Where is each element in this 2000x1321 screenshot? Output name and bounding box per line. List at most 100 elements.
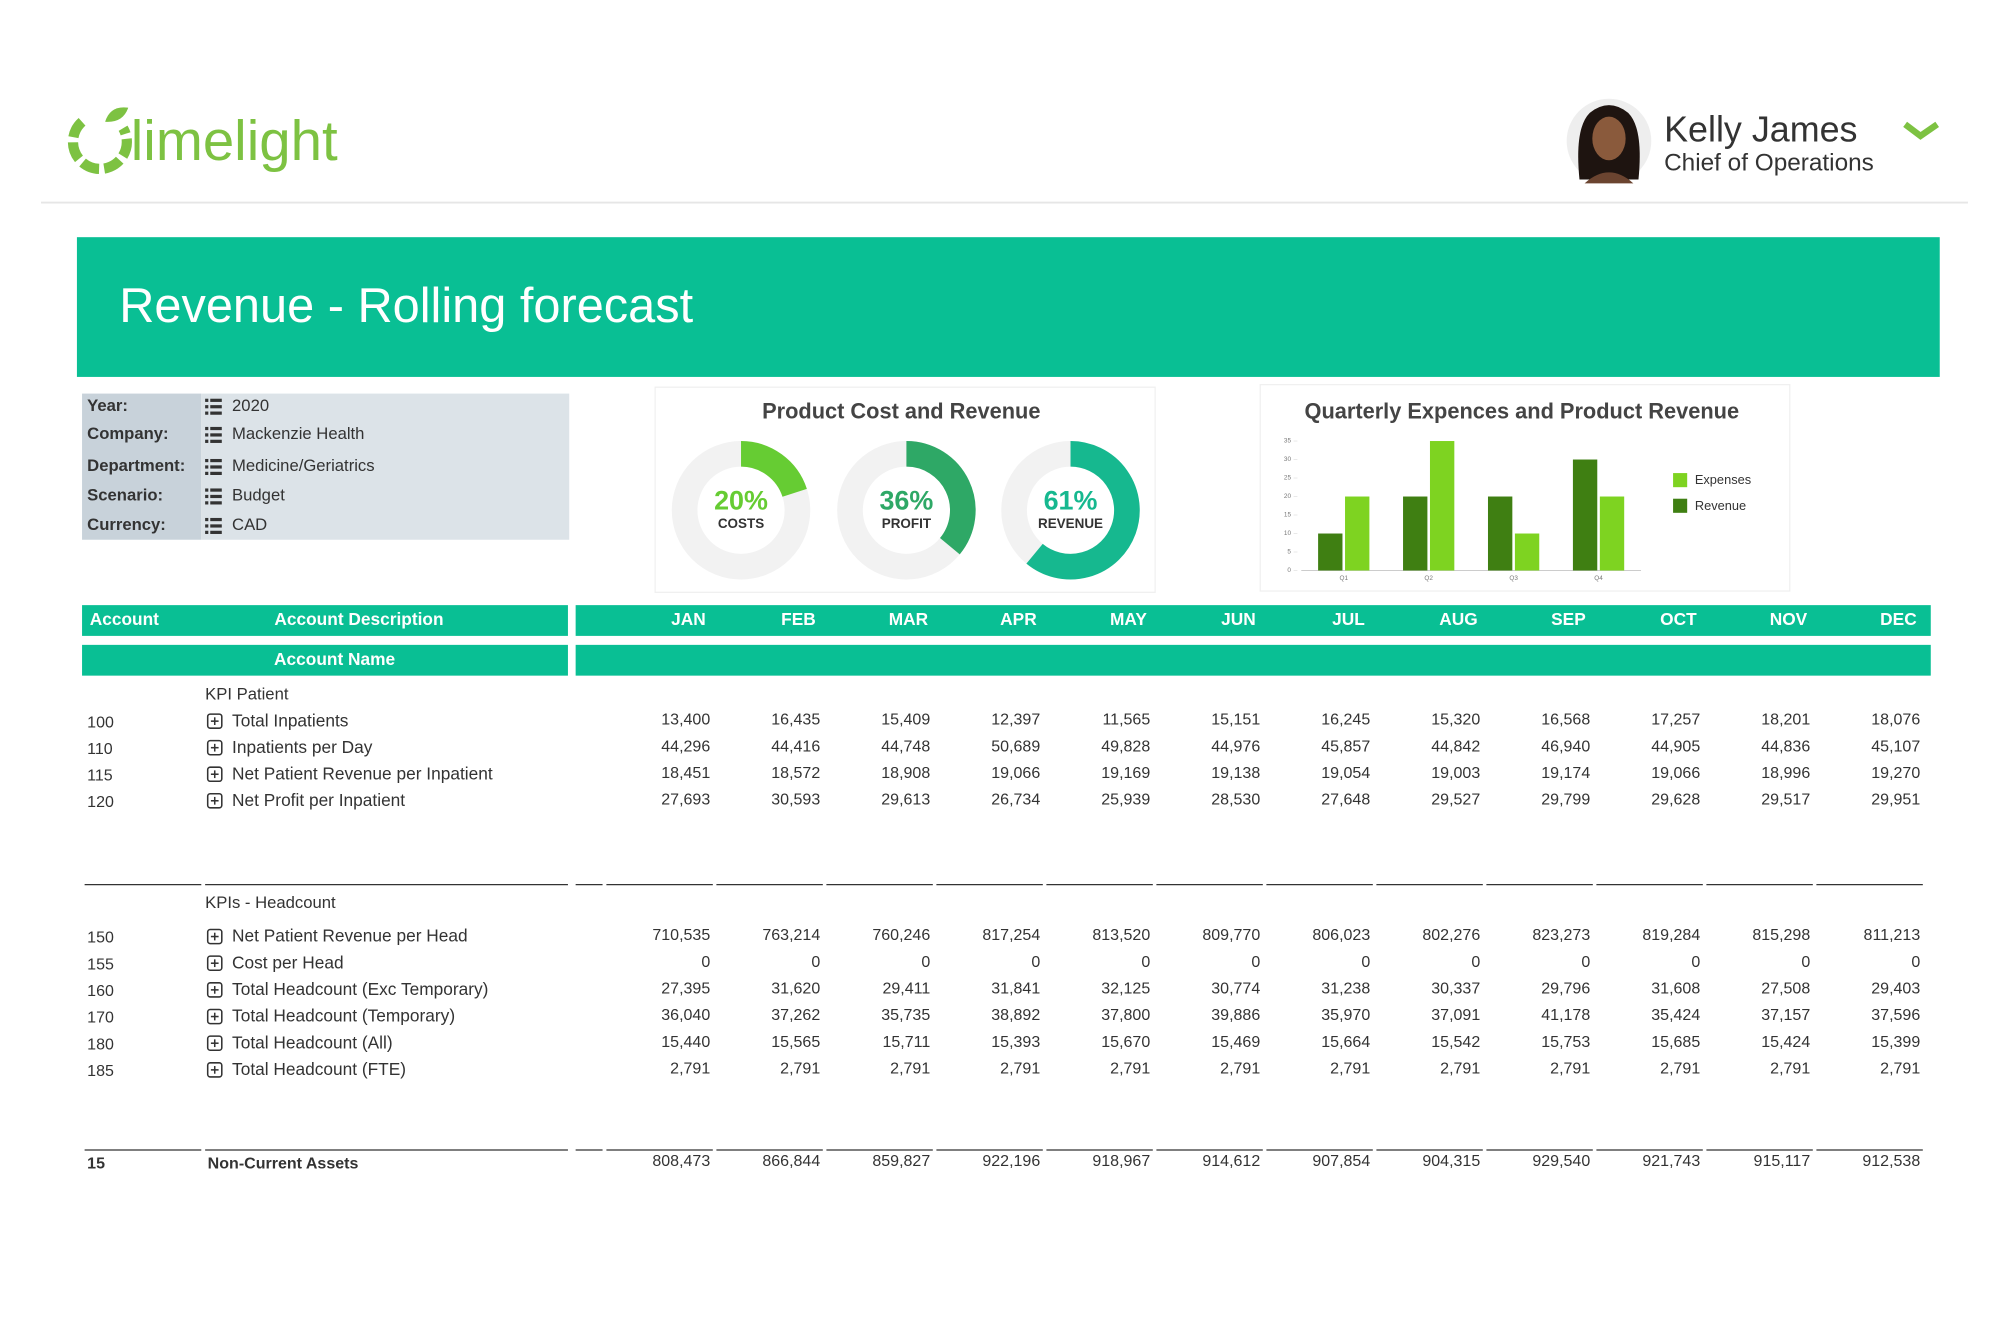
cell-value: 38,892 bbox=[991, 1006, 1040, 1024]
cell-value: 16,435 bbox=[771, 711, 820, 729]
bar bbox=[1318, 533, 1343, 571]
list-icon bbox=[205, 465, 209, 469]
list-icon bbox=[210, 439, 222, 443]
cell-value: 18,572 bbox=[771, 764, 820, 782]
cell-value: 0 bbox=[1141, 953, 1150, 971]
cell-value: 11,565 bbox=[1102, 711, 1150, 729]
y-tick-label: 15 bbox=[1284, 512, 1292, 519]
user-menu-chevron[interactable] bbox=[1903, 121, 1940, 140]
filter-value[interactable]: Medicine/Geriatrics bbox=[232, 456, 375, 475]
table-subheader-right bbox=[575, 644, 1931, 676]
account-number: 155 bbox=[87, 955, 114, 973]
month-header: FEB bbox=[781, 609, 816, 629]
cell-value: 15,399 bbox=[1871, 1033, 1920, 1051]
list-icon bbox=[210, 501, 222, 505]
cell-value: 2,791 bbox=[1440, 1059, 1480, 1077]
account-description: Net Profit per Inpatient bbox=[232, 790, 405, 810]
cell-value: 19,169 bbox=[1101, 764, 1150, 782]
column-header: Account bbox=[90, 609, 159, 629]
expand-icon[interactable] bbox=[206, 713, 223, 729]
filter-value[interactable]: Budget bbox=[232, 486, 285, 505]
filter-label: Department: bbox=[87, 456, 185, 475]
expand-icon[interactable] bbox=[206, 792, 223, 809]
cell-value: 15,424 bbox=[1761, 1033, 1810, 1051]
expand-icon[interactable] bbox=[206, 766, 223, 783]
filter-value[interactable]: CAD bbox=[232, 515, 267, 534]
table-header-left bbox=[82, 605, 568, 636]
bar bbox=[1403, 496, 1428, 571]
month-header: NOV bbox=[1770, 609, 1808, 629]
y-tick-label: 10 bbox=[1284, 530, 1292, 537]
cell-value: 710,535 bbox=[652, 926, 710, 944]
list-icon bbox=[210, 488, 222, 492]
cell-value: 44,836 bbox=[1761, 737, 1810, 755]
expand-icon[interactable] bbox=[206, 1035, 223, 1052]
user-role: Chief of Operations bbox=[1664, 150, 1874, 177]
account-description: Total Inpatients bbox=[232, 710, 349, 730]
bar bbox=[1487, 496, 1513, 571]
list-icon bbox=[205, 411, 209, 415]
list-icon bbox=[205, 494, 209, 499]
list-icon bbox=[205, 488, 209, 492]
section-title: KPIs - Headcount bbox=[205, 893, 336, 912]
cell-value: 15,685 bbox=[1651, 1033, 1700, 1051]
cell-value: 37,596 bbox=[1871, 1006, 1920, 1024]
cell-value: 813,520 bbox=[1092, 926, 1150, 944]
account-description: Total Headcount (FTE) bbox=[232, 1059, 406, 1079]
cell-value: 19,066 bbox=[991, 764, 1040, 782]
cell-value: 15,320 bbox=[1431, 711, 1480, 729]
cell-value: 29,411 bbox=[882, 979, 930, 997]
cell-value: 809,770 bbox=[1202, 926, 1260, 944]
list-icon bbox=[205, 426, 209, 431]
cell-value: 27,508 bbox=[1761, 979, 1810, 997]
cell-value: 0 bbox=[1911, 953, 1920, 971]
donut-label: COSTS bbox=[718, 516, 764, 531]
list-icon bbox=[205, 439, 209, 443]
expand-icon[interactable] bbox=[206, 1008, 223, 1025]
filter-value-bg bbox=[201, 393, 570, 540]
avatar[interactable] bbox=[1566, 98, 1652, 184]
chart-title: Product Cost and Revenue bbox=[762, 399, 1040, 424]
cell-value: 15,542 bbox=[1431, 1033, 1480, 1051]
cell-value: 30,774 bbox=[1211, 979, 1260, 997]
cell-value: 35,735 bbox=[881, 1006, 930, 1024]
account-number: 115 bbox=[87, 766, 113, 784]
filter-value[interactable]: 2020 bbox=[232, 396, 269, 415]
cell-value: 44,748 bbox=[881, 737, 930, 755]
account-number: 150 bbox=[87, 929, 114, 947]
expand-icon[interactable] bbox=[206, 982, 223, 998]
user-name[interactable]: Kelly James bbox=[1664, 110, 1857, 150]
cell-value: 823,273 bbox=[1532, 926, 1590, 944]
expand-icon[interactable] bbox=[206, 739, 223, 756]
expand-icon[interactable] bbox=[206, 955, 223, 972]
cell-value: 16,568 bbox=[1541, 711, 1590, 729]
cell-value: 2,791 bbox=[780, 1059, 820, 1077]
expand-icon[interactable] bbox=[206, 1062, 223, 1078]
y-tick-label: 20 bbox=[1284, 493, 1292, 500]
cell-value: 44,905 bbox=[1651, 737, 1700, 755]
filter-label-bg bbox=[82, 393, 202, 540]
cell-value: 29,403 bbox=[1871, 979, 1920, 997]
list-icon bbox=[210, 405, 222, 409]
cell-value: 45,107 bbox=[1871, 737, 1920, 755]
cell-value: 30,593 bbox=[771, 790, 820, 808]
donut-arc bbox=[905, 441, 976, 555]
account-number: 100 bbox=[87, 713, 114, 731]
list-icon bbox=[210, 465, 222, 469]
x-tick-label: Q3 bbox=[1509, 575, 1518, 582]
x-tick-label: Q2 bbox=[1424, 575, 1433, 582]
cell-value: 44,296 bbox=[661, 737, 710, 755]
cell-value: 15,664 bbox=[1321, 1033, 1370, 1051]
month-header: DEC bbox=[1880, 609, 1917, 629]
cell-value: 760,246 bbox=[872, 926, 930, 944]
cell-value: 29,628 bbox=[1651, 790, 1700, 808]
list-icon bbox=[210, 524, 222, 528]
expand-icon[interactable] bbox=[206, 928, 223, 945]
cell-value: 35,970 bbox=[1321, 1006, 1370, 1024]
list-icon bbox=[205, 501, 209, 505]
x-tick-label: Q1 bbox=[1339, 575, 1348, 582]
filter-value[interactable]: Mackenzie Health bbox=[232, 424, 364, 443]
total-value: 915,117 bbox=[1754, 1152, 1811, 1170]
list-icon bbox=[205, 458, 209, 463]
donut-arc bbox=[1026, 441, 1140, 580]
